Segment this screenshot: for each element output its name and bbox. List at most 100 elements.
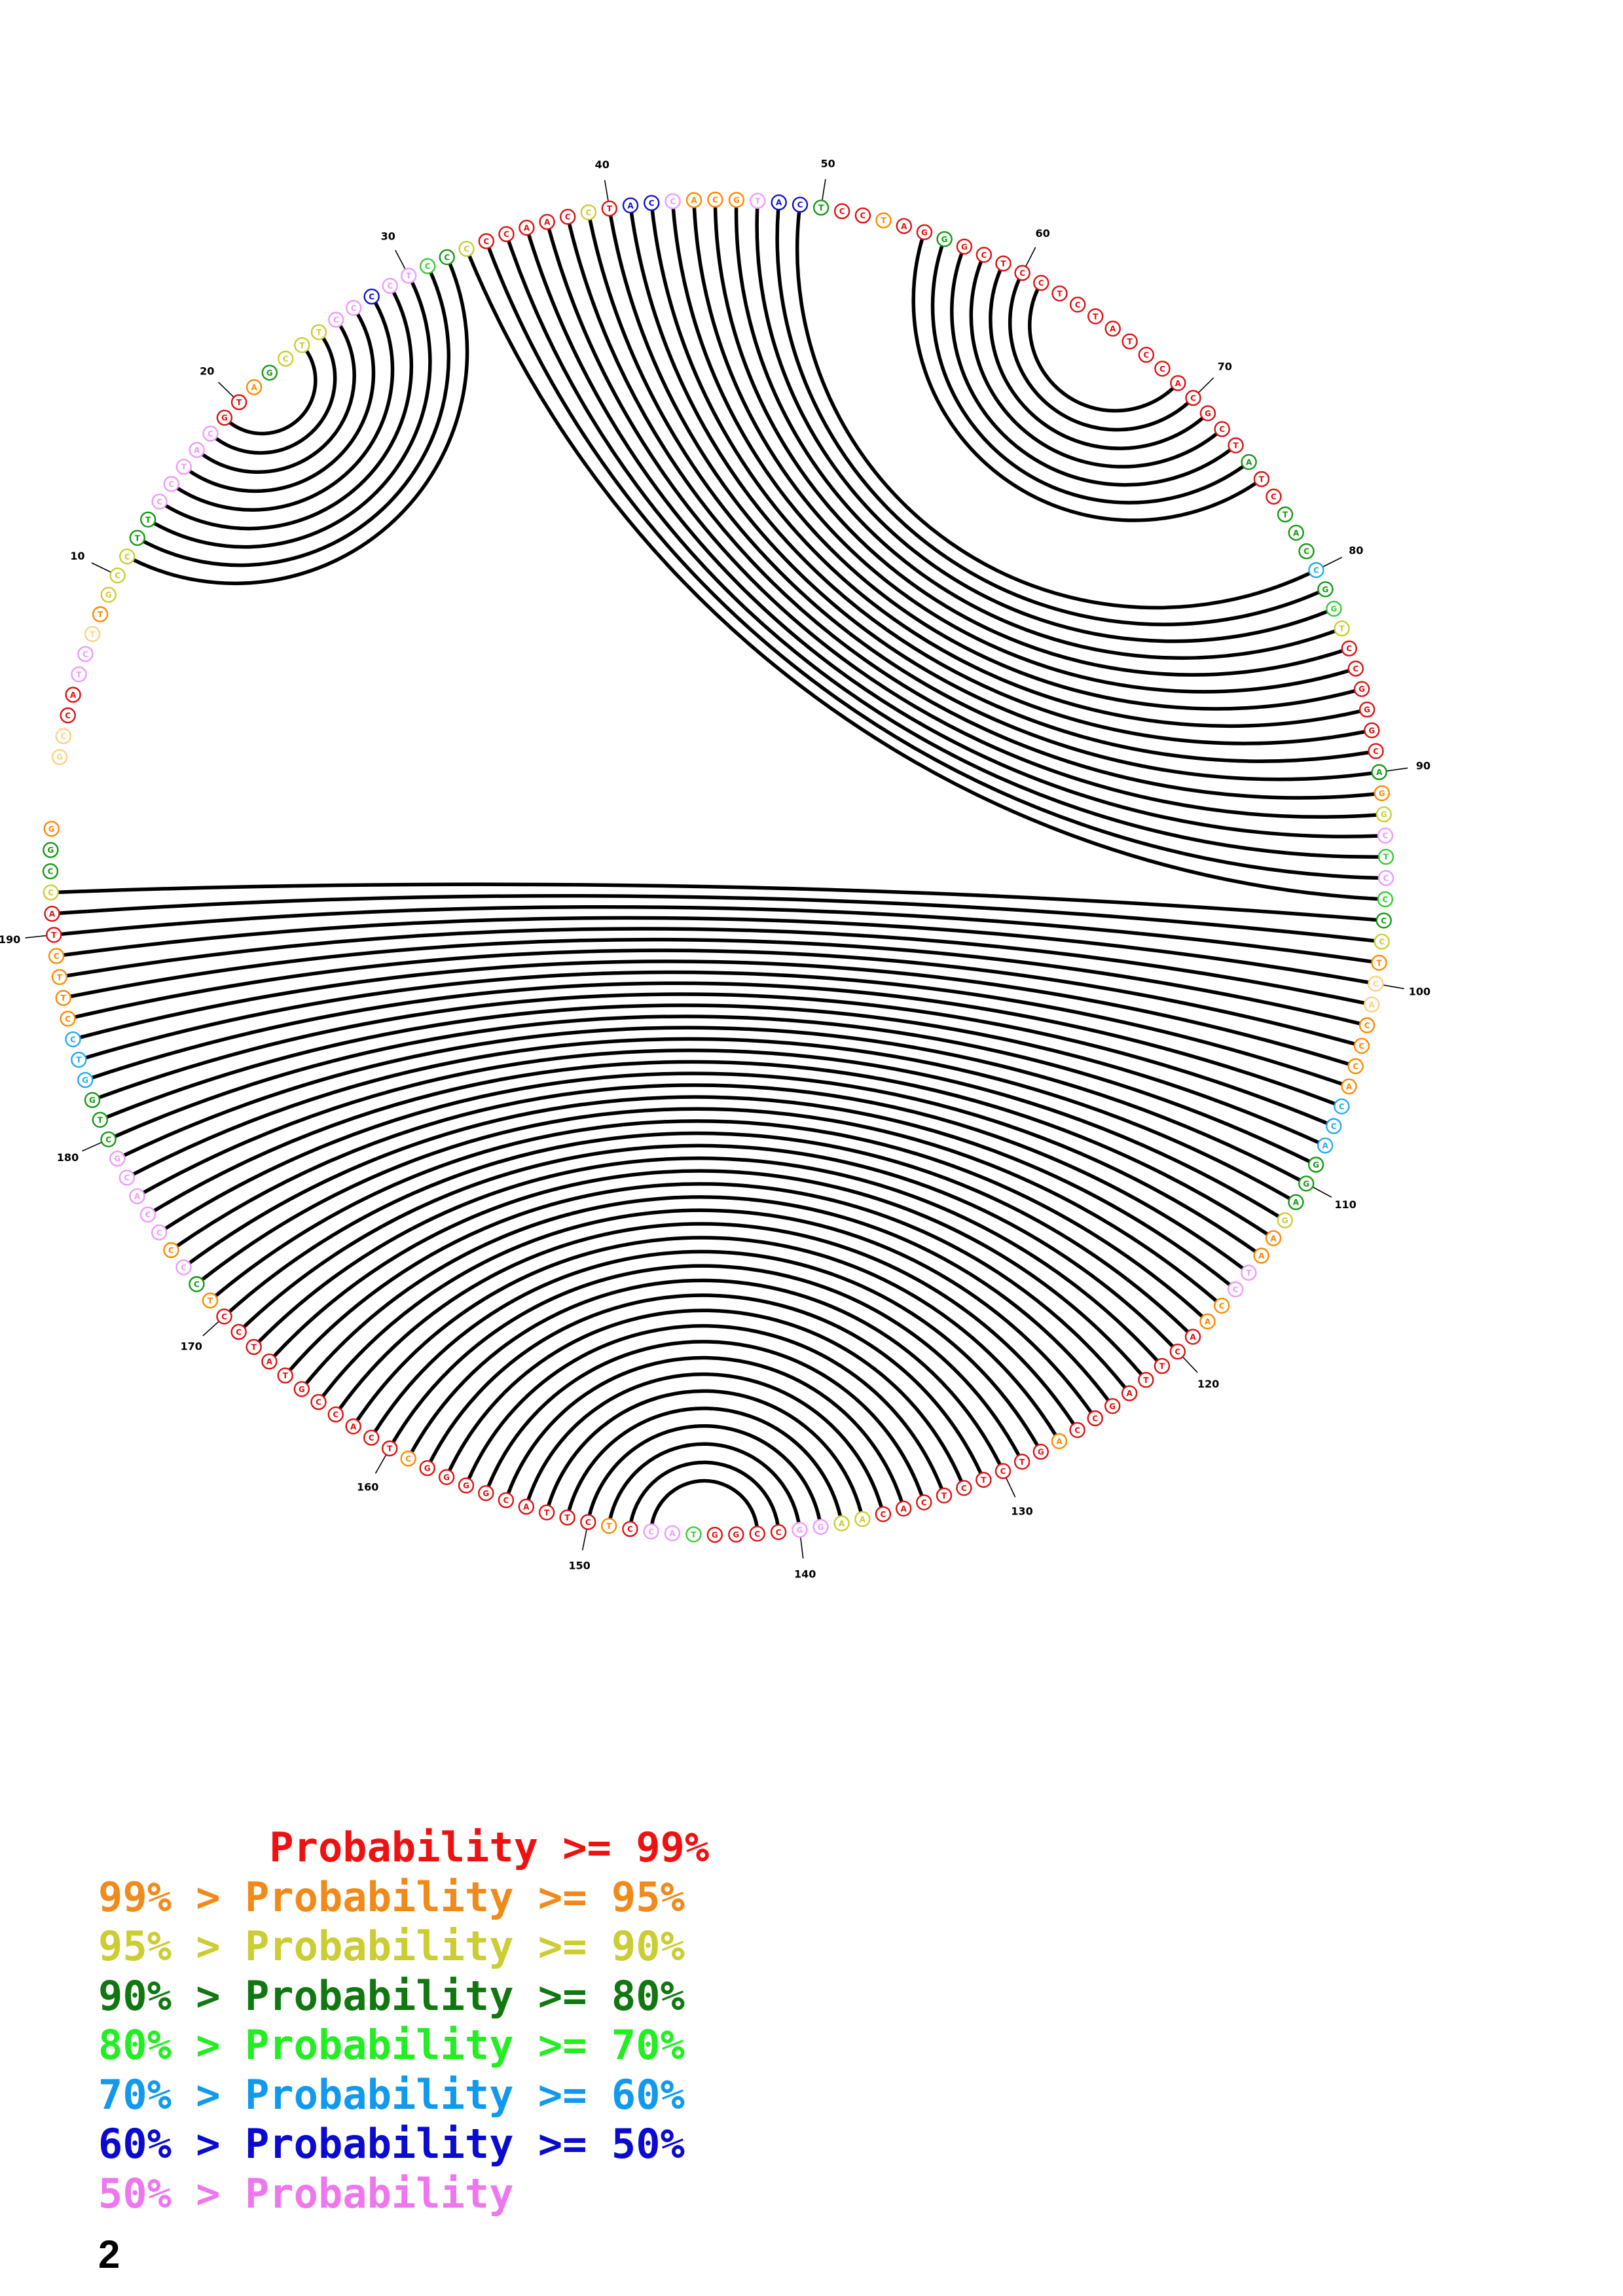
nucleotide: A [833, 1515, 850, 1532]
nucleotide-circle [875, 212, 892, 228]
nucleotide-letter: T [1233, 441, 1239, 450]
nucleotide: A [1288, 1194, 1304, 1210]
nucleotide: A [1184, 1329, 1201, 1345]
nucleotide-letter: C [387, 281, 393, 291]
nucleotide-letter: C [1382, 895, 1388, 905]
nucleotide-letter: T [1093, 312, 1099, 321]
nucleotide: C [151, 493, 168, 510]
nucleotide: C [1033, 275, 1049, 291]
legend-prefix: 50% > [98, 2169, 245, 2217]
legend-row-8: 50% > Probability [98, 2169, 709, 2219]
nucleotide: T [46, 927, 62, 943]
nucleotide-circle [77, 646, 94, 662]
nucleotide-circle [1253, 1247, 1269, 1264]
position-label: 10 [70, 550, 84, 562]
legend-row-7: 60% > Probability >= 50% [98, 2119, 709, 2169]
nucleotide-letter: A [1369, 1000, 1376, 1009]
nucleotide: T [1138, 1372, 1154, 1388]
nucleotide-letter: T [1283, 511, 1288, 520]
base-pair-arc [487, 247, 1379, 880]
nucleotide-letter: C [70, 1035, 76, 1044]
nucleotide: C [42, 863, 59, 880]
nucleotide: G [792, 1522, 808, 1538]
nucleotide-letter: C [333, 1410, 338, 1420]
nucleotide-letter: T [181, 463, 187, 472]
nucleotide: C [833, 203, 850, 219]
nucleotide-letter: C [1271, 492, 1277, 501]
nucleotide: T [129, 529, 146, 546]
nucleotide: C [420, 258, 436, 274]
base-pair-arc [989, 269, 1204, 450]
nucleotide: C [1014, 264, 1030, 281]
tick-mark [1312, 1186, 1332, 1198]
nucleotide-circle [1298, 1175, 1315, 1192]
nucleotide-letter: T [607, 204, 613, 213]
nucleotide-circle [163, 476, 179, 492]
nucleotide-circle [895, 1500, 912, 1517]
nucleotide: T [202, 1292, 219, 1309]
base-pair-arc [272, 1169, 1143, 1376]
nucleotide: C [498, 1492, 515, 1509]
nucleotide-letter: A [1322, 1141, 1328, 1151]
nucleotide-letter: C [1359, 1041, 1364, 1050]
nucleotide: G [1364, 722, 1380, 739]
nucleotide: T [1154, 1357, 1171, 1374]
nucleotide-letter: G [82, 1076, 88, 1085]
nucleotide-circle [644, 194, 660, 211]
position-label: 170 [180, 1340, 202, 1353]
nucleotide: C [1377, 870, 1395, 886]
nucleotide-letter: C [1379, 937, 1385, 946]
nucleotide: C [43, 884, 59, 901]
tick-mark [1182, 1356, 1198, 1373]
nucleotide: T [139, 511, 156, 528]
base-pair-arc [608, 215, 1370, 763]
nucleotide-letter: T [691, 1530, 697, 1539]
base-pair-arc [132, 262, 469, 586]
position-label: 180 [57, 1151, 79, 1164]
base-pair-arc [59, 894, 1376, 943]
nucleotide: C [139, 1206, 156, 1223]
nucleotide-circle [328, 312, 344, 328]
position-label: 140 [794, 1568, 816, 1580]
base-pair-arc [373, 1249, 1039, 1446]
nucleotide-letter: C [1353, 664, 1359, 673]
nucleotide: C [1169, 1343, 1186, 1360]
nucleotide-circle [1104, 1398, 1121, 1414]
nucleotide: C [1214, 421, 1230, 437]
nucleotide-circle [261, 1353, 278, 1370]
nucleotide-letter: T [1159, 1362, 1165, 1371]
nucleotide: C [458, 241, 475, 257]
nucleotide: G [1353, 681, 1370, 697]
nucleotide: T [277, 1367, 293, 1384]
nucleotide: C [976, 247, 993, 263]
nucleotide: A [854, 1511, 871, 1528]
nucleotide-circle [1374, 933, 1390, 950]
nucleotide: C [100, 1131, 117, 1148]
nucleotide: A [189, 442, 205, 458]
nucleotide-letter: G [1359, 685, 1365, 694]
nucleotide-letter: C [124, 552, 130, 562]
nucleotide: G [84, 1092, 101, 1108]
nucleotide: C [560, 209, 576, 225]
nucleotide-circle [498, 226, 515, 242]
nucleotide-circle [84, 626, 101, 642]
nucleotide-letter: C [208, 429, 213, 439]
nucleotide: C [216, 1308, 232, 1325]
nucleotide-circle [1326, 600, 1342, 617]
nucleotide-circle [916, 224, 933, 240]
nucleotide-circle [1376, 806, 1393, 823]
nucleotide-circle [458, 1477, 475, 1494]
nucleotide-letter: G [221, 414, 228, 423]
nucleotide-circle [1169, 1343, 1186, 1360]
tick-mark [1197, 377, 1214, 393]
base-pair-arc [123, 1026, 1301, 1182]
nucleotide-circle [1241, 454, 1257, 471]
nucleotide-circle [601, 1518, 617, 1534]
position-label: 80 [1349, 544, 1363, 556]
base-pair-arc [214, 1119, 1204, 1318]
nucleotide: C [310, 1393, 327, 1410]
nucleotide-letter: T [1383, 853, 1389, 862]
nucleotide-letter: A [1190, 1333, 1196, 1342]
base-pair-arc [201, 1107, 1218, 1302]
nucleotide: T [1277, 506, 1294, 523]
